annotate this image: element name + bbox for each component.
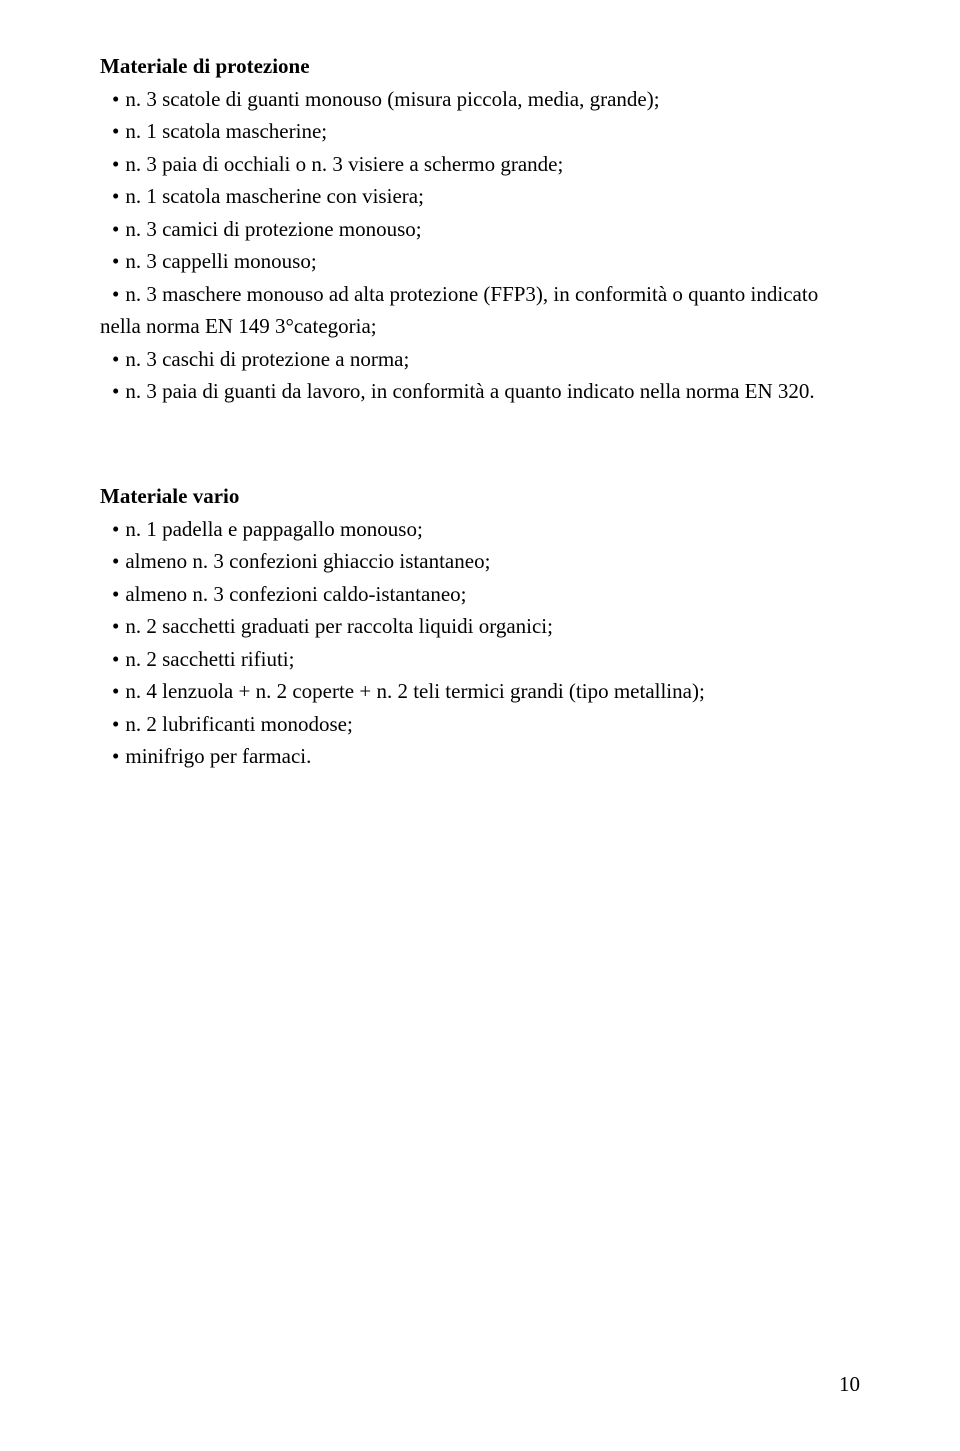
list-item: •n. 4 lenzuola + n. 2 coperte + n. 2 tel… — [100, 675, 860, 708]
list-item: •n. 3 camici di protezione monouso; — [100, 213, 860, 246]
bullet-icon: • — [112, 180, 125, 213]
bullet-icon: • — [112, 513, 125, 546]
section-1-heading: Materiale di protezione — [100, 50, 860, 83]
bullet-icon: • — [112, 578, 125, 611]
list-item-text: n. 3 caschi di protezione a norma; — [125, 343, 860, 376]
bullet-icon: • — [112, 675, 125, 708]
list-item: •n. 2 sacchetti rifiuti; — [100, 643, 860, 676]
list-item-text: n. 4 lenzuola + n. 2 coperte + n. 2 teli… — [125, 675, 860, 708]
bullet-icon: • — [112, 213, 125, 246]
page-number: 10 — [839, 1372, 860, 1397]
bullet-icon: • — [112, 610, 125, 643]
list-item-text: n. 1 scatola mascherine con visiera; — [125, 180, 860, 213]
list-item-text: n. 2 sacchetti rifiuti; — [125, 643, 860, 676]
list-item-text: n. 3 camici di protezione monouso; — [125, 213, 860, 246]
list-item-text: n. 1 scatola mascherine; — [125, 115, 860, 148]
bullet-icon: • — [112, 115, 125, 148]
bullet-icon: • — [112, 643, 125, 676]
bullet-icon: • — [112, 545, 125, 578]
list-item-text: n. 1 padella e pappagallo monouso; — [125, 513, 860, 546]
list-item: •n. 3 paia di guanti da lavoro, in confo… — [100, 375, 860, 408]
bullet-icon: • — [112, 708, 125, 741]
bullet-icon: • — [112, 245, 125, 278]
list-item: •minifrigo per farmaci. — [100, 740, 860, 773]
list-item-text: almeno n. 3 confezioni caldo-istantaneo; — [125, 578, 860, 611]
list-item-text: almeno n. 3 confezioni ghiaccio istantan… — [125, 545, 860, 578]
list-item: •n. 3 paia di occhiali o n. 3 visiere a … — [100, 148, 860, 181]
list-item: •almeno n. 3 confezioni ghiaccio istanta… — [100, 545, 860, 578]
list-item: •n. 3 caschi di protezione a norma; — [100, 343, 860, 376]
list-item-text: n. 2 sacchetti graduati per raccolta liq… — [125, 610, 860, 643]
section-1-list: •n. 3 scatole di guanti monouso (misura … — [100, 83, 860, 408]
list-item: •n. 2 sacchetti graduati per raccolta li… — [100, 610, 860, 643]
section-gap — [100, 408, 860, 480]
bullet-icon: • — [112, 375, 125, 408]
list-item-text: minifrigo per farmaci. — [125, 740, 860, 773]
list-item: •n. 1 scatola mascherine con visiera; — [100, 180, 860, 213]
bullet-icon: • — [112, 740, 125, 773]
section-2-heading: Materiale vario — [100, 480, 860, 513]
bullet-icon: • — [112, 282, 125, 306]
list-item-text: n. 3 scatole di guanti monouso (misura p… — [125, 83, 860, 116]
list-item: •n. 3 scatole di guanti monouso (misura … — [100, 83, 860, 116]
bullet-icon: • — [112, 148, 125, 181]
list-item-text: n. 3 paia di occhiali o n. 3 visiere a s… — [125, 148, 860, 181]
list-item-text: n. 3 maschere monouso ad alta protezione… — [100, 282, 818, 339]
list-item-text: n. 3 paia di guanti da lavoro, in confor… — [125, 375, 860, 408]
list-item: •n. 3 maschere monouso ad alta protezion… — [100, 278, 860, 343]
list-item: •almeno n. 3 confezioni caldo-istantaneo… — [100, 578, 860, 611]
list-item: •n. 2 lubrificanti monodose; — [100, 708, 860, 741]
list-item-text: n. 2 lubrificanti monodose; — [125, 708, 860, 741]
list-item-text: n. 3 cappelli monouso; — [125, 245, 860, 278]
list-item: •n. 3 cappelli monouso; — [100, 245, 860, 278]
section-1: Materiale di protezione •n. 3 scatole di… — [100, 50, 860, 408]
list-item: •n. 1 padella e pappagallo monouso; — [100, 513, 860, 546]
bullet-icon: • — [112, 343, 125, 376]
page-container: Materiale di protezione •n. 3 scatole di… — [0, 0, 960, 1451]
list-item: •n. 1 scatola mascherine; — [100, 115, 860, 148]
section-2: Materiale vario •n. 1 padella e pappagal… — [100, 480, 860, 773]
list-item-line1: •n. 3 maschere monouso ad alta protezion… — [100, 282, 818, 339]
bullet-icon: • — [112, 83, 125, 116]
section-2-list: •n. 1 padella e pappagallo monouso; •alm… — [100, 513, 860, 773]
